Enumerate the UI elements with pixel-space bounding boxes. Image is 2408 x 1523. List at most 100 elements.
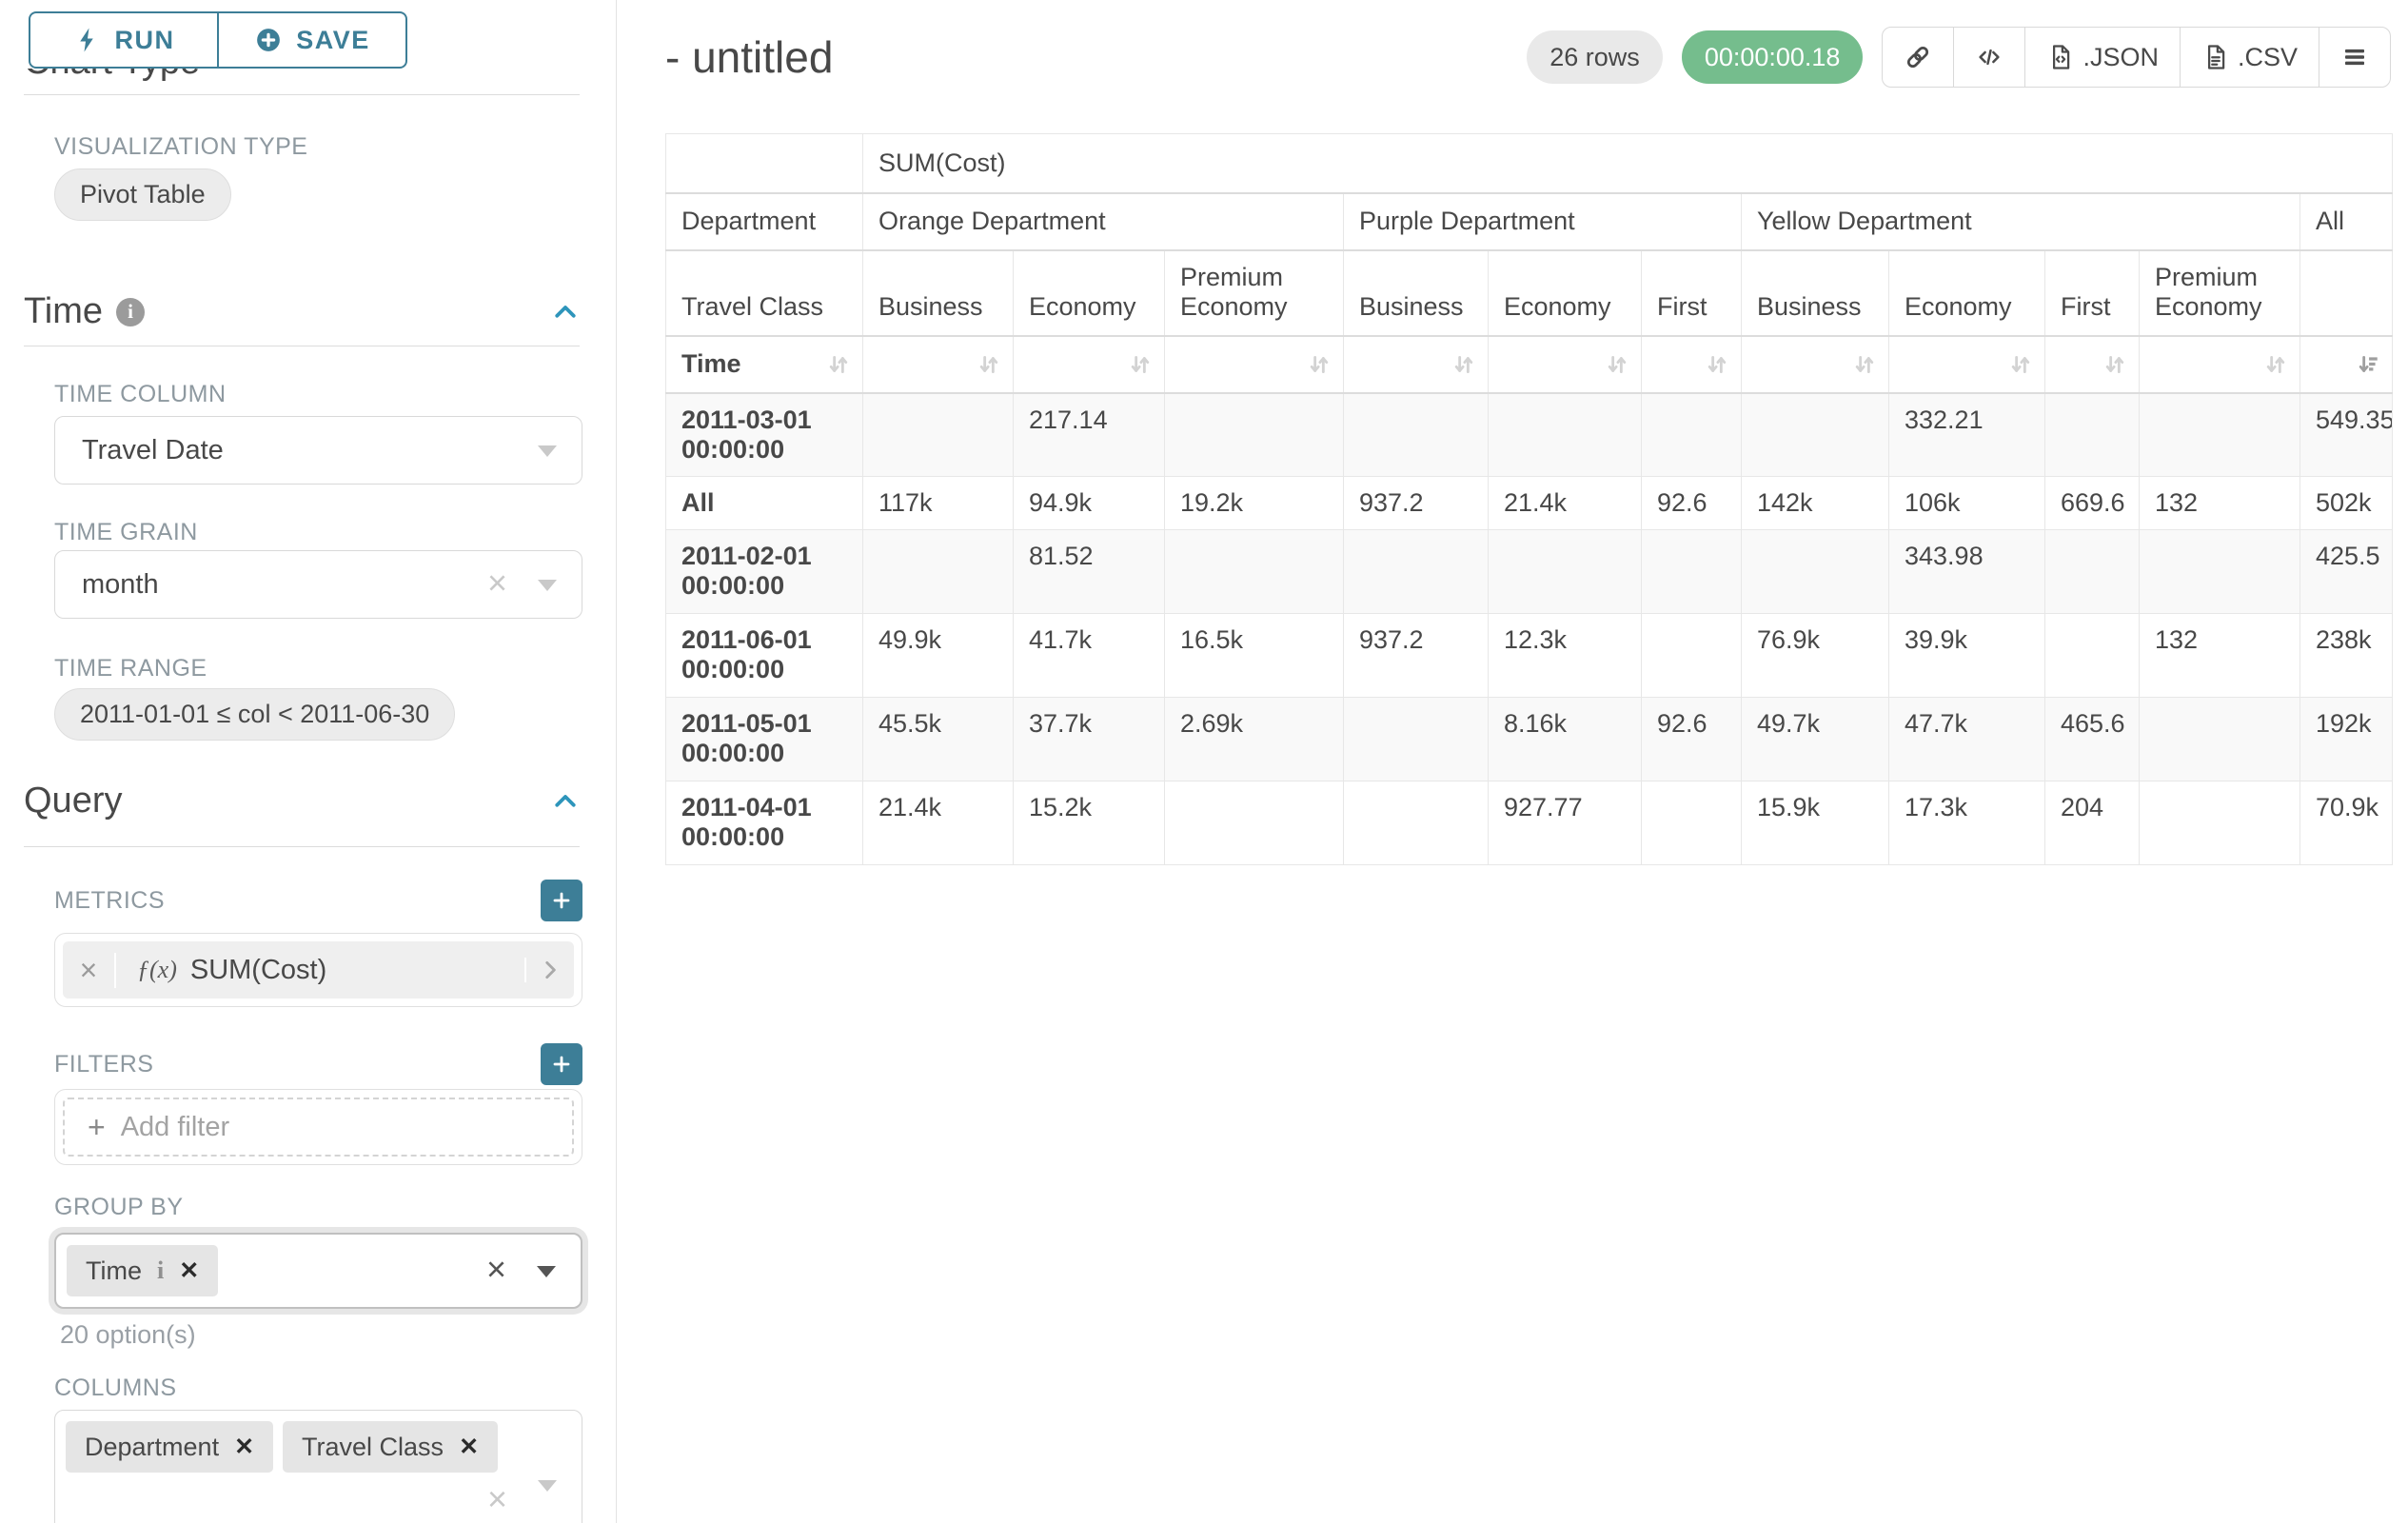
pivot-cell: 106k: [1888, 476, 2045, 530]
remove-tag-icon[interactable]: ✕: [459, 1434, 480, 1460]
pivot-cell: 12.3k: [1488, 613, 1642, 698]
control-panel: RUN SAVE Chart Type VISUALIZATION TYPE P…: [0, 0, 617, 1523]
pivot-class-header: Business: [862, 249, 1014, 337]
time-grain-label: TIME GRAIN: [54, 519, 198, 545]
pivot-cell: 39.9k: [1888, 613, 2045, 698]
pivot-sort-header[interactable]: [1641, 335, 1742, 394]
sort-icon[interactable]: [1605, 352, 1629, 377]
metric-pill[interactable]: × ƒ(x) SUM(Cost): [63, 941, 574, 999]
pivot-cell: 92.6: [1641, 697, 1742, 781]
embed-code-button[interactable]: [1953, 28, 2024, 87]
time-column-select[interactable]: Travel Date: [54, 416, 582, 485]
pivot-cell: 21.4k: [862, 781, 1014, 865]
pivot-cell: 132: [2139, 613, 2300, 698]
add-filter-dropzone[interactable]: + Add filter: [54, 1089, 582, 1165]
time-column-label: TIME COLUMN: [54, 381, 227, 407]
remove-tag-icon[interactable]: ✕: [179, 1257, 200, 1284]
pivot-cell: 937.2: [1343, 476, 1489, 530]
pivot-cell: [1343, 697, 1489, 781]
pivot-cell: [2139, 392, 2300, 477]
pivot-sort-header[interactable]: Time: [665, 335, 863, 394]
time-section-header: Time i: [24, 291, 580, 332]
pivot-sort-header[interactable]: [2299, 335, 2394, 394]
pivot-sort-header[interactable]: [1164, 335, 1344, 394]
pivot-cell: 332.21: [1888, 392, 2045, 477]
caret-down-icon[interactable]: [538, 1480, 557, 1492]
remove-tag-icon[interactable]: ✕: [234, 1434, 255, 1460]
chevron-up-icon[interactable]: [551, 787, 580, 816]
file-code-icon: [2053, 45, 2070, 69]
chart-title[interactable]: - untitled: [665, 32, 834, 82]
sort-icon[interactable]: [1451, 352, 1476, 377]
add-filter-button[interactable]: [541, 1043, 582, 1085]
pivot-cell: 41.7k: [1013, 613, 1165, 698]
clear-icon[interactable]: ×: [486, 563, 507, 603]
pivot-group-header: Orange Department: [862, 192, 1344, 251]
pivot-cell: [1741, 529, 1889, 614]
sort-icon[interactable]: [1307, 352, 1332, 377]
pivot-sort-header[interactable]: [1013, 335, 1165, 394]
time-grain-select[interactable]: month ×: [54, 550, 582, 619]
pivot-class-header: Business: [1343, 249, 1489, 337]
hamburger-menu-icon: [2345, 49, 2364, 66]
pivot-class-header: Economy: [1488, 249, 1642, 337]
group-by-select[interactable]: Time i ✕ ×: [54, 1233, 582, 1309]
sort-icon[interactable]: [2008, 352, 2033, 377]
add-metric-button[interactable]: [541, 880, 582, 921]
file-text-icon: [2207, 45, 2225, 69]
pivot-sort-header[interactable]: [1741, 335, 1889, 394]
pivot-cell: [1488, 392, 1642, 477]
time-range-pill[interactable]: 2011-01-01 ≤ col < 2011-06-30: [54, 688, 456, 741]
run-button[interactable]: RUN: [29, 11, 219, 69]
export-csv-button[interactable]: .CSV: [2179, 28, 2319, 87]
pivot-sort-header[interactable]: [2044, 335, 2140, 394]
pivot-cell: [1488, 529, 1642, 614]
pivot-sort-header[interactable]: [862, 335, 1014, 394]
pivot-cell: [1164, 529, 1344, 614]
sort-icon[interactable]: [826, 352, 851, 377]
caret-down-icon[interactable]: [537, 1266, 556, 1277]
time-grain-value: month: [82, 568, 159, 600]
pivot-class-header: Economy: [1888, 249, 2045, 337]
pivot-sort-header[interactable]: [2139, 335, 2300, 394]
more-menu-button[interactable]: [2319, 28, 2390, 87]
columns-select[interactable]: Department ✕ Travel Class ✕ ×: [54, 1410, 582, 1523]
chevron-up-icon[interactable]: [551, 298, 580, 326]
columns-tag: Department ✕: [66, 1421, 274, 1473]
sort-icon[interactable]: [977, 352, 1001, 377]
visualization-type-pill[interactable]: Pivot Table: [54, 168, 231, 221]
pivot-data-row: 2011-06-01 00:00:00 49.9k 41.7k 16.5k 937.2 1…: [665, 613, 2394, 698]
pivot-cell: [1164, 392, 1344, 477]
clear-icon[interactable]: ×: [485, 1249, 506, 1289]
sort-icon[interactable]: [1128, 352, 1153, 377]
pivot-data-row: All 117k 94.9k 19.2k 937.2 21.4k 92.6 142k 106k 6…: [665, 476, 2394, 530]
sort-icon[interactable]: [2102, 352, 2127, 377]
export-json-button[interactable]: .JSON: [2024, 28, 2180, 87]
pivot-cell: 92.6: [1641, 476, 1742, 530]
copy-link-button[interactable]: [1883, 28, 1953, 87]
group-by-options-hint: 20 option(s): [60, 1320, 196, 1349]
sort-icon[interactable]: [1852, 352, 1877, 377]
remove-metric-icon[interactable]: ×: [63, 952, 116, 988]
pivot-cell: 192k: [2299, 697, 2394, 781]
pivot-cell: 669.6: [2044, 476, 2140, 530]
pivot-data-row: 2011-03-01 00:00:00 217.14 332.21 549.35: [665, 392, 2394, 477]
pivot-metric-header: SUM(Cost): [861, 133, 2394, 194]
sort-desc-icon[interactable]: [2356, 352, 2380, 377]
pivot-cell: [2044, 613, 2140, 698]
clear-icon[interactable]: ×: [486, 1479, 507, 1518]
sort-icon[interactable]: [1705, 352, 1729, 377]
expand-metric-icon[interactable]: [524, 958, 574, 982]
pivot-sort-header[interactable]: [1888, 335, 2045, 394]
pivot-cell: 142k: [1741, 476, 1889, 530]
pivot-cell: 2.69k: [1164, 697, 1344, 781]
save-button[interactable]: SAVE: [217, 11, 407, 69]
pivot-cell: 465.6: [2044, 697, 2140, 781]
row-count-badge: 26 rows: [1527, 30, 1663, 84]
group-by-label: GROUP BY: [54, 1194, 184, 1220]
pivot-class-header: Business: [1741, 249, 1889, 337]
pivot-cell: 217.14: [1013, 392, 1165, 477]
pivot-sort-header[interactable]: [1343, 335, 1489, 394]
pivot-sort-header[interactable]: [1488, 335, 1642, 394]
sort-icon[interactable]: [2263, 352, 2288, 377]
